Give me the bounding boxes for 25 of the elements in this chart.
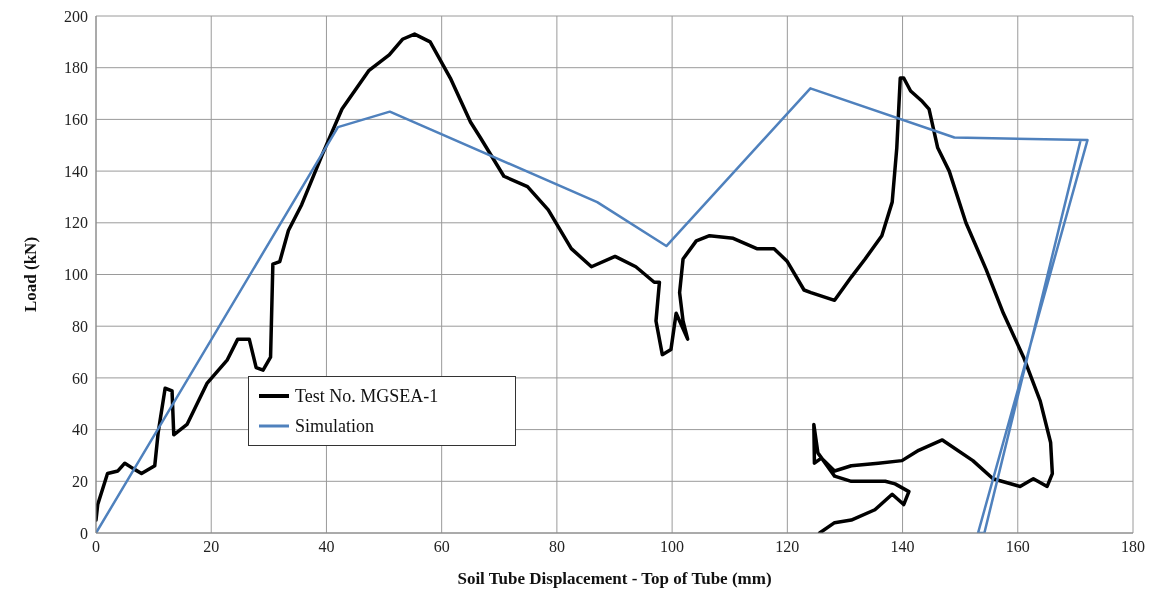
y-tick-label: 100 bbox=[64, 266, 88, 284]
y-tick-label: 200 bbox=[64, 7, 88, 25]
x-tick-label: 20 bbox=[203, 538, 220, 556]
x-tick-label: 100 bbox=[660, 538, 685, 556]
x-tick-label: 60 bbox=[433, 538, 450, 556]
y-axis-title: Load (kN) bbox=[21, 236, 41, 313]
x-axis-title: Soil Tube Displacement - Top of Tube (mm) bbox=[457, 569, 772, 588]
x-tick-label: 120 bbox=[775, 538, 800, 556]
x-tick-label: 80 bbox=[548, 538, 565, 556]
legend-label: Test No. MGSEA-1 bbox=[295, 385, 439, 408]
y-tick-label: 0 bbox=[80, 524, 88, 542]
x-tick-label: 0 bbox=[92, 538, 100, 556]
y-tick-label: 40 bbox=[72, 421, 88, 439]
y-tick-label: 180 bbox=[64, 59, 88, 77]
y-tick-label: 160 bbox=[64, 111, 88, 129]
x-tick-label: 40 bbox=[318, 538, 335, 556]
y-tick-label: 60 bbox=[72, 369, 88, 387]
x-tick-label: 160 bbox=[1005, 538, 1030, 556]
y-tick-label: 80 bbox=[72, 317, 88, 335]
x-tick-label: 140 bbox=[890, 538, 915, 556]
y-tick-label: 120 bbox=[64, 214, 88, 232]
y-tick-label: 20 bbox=[72, 472, 88, 490]
x-tick-label: 180 bbox=[1121, 538, 1145, 556]
legend-label: Simulation bbox=[295, 415, 375, 438]
y-tick-label: 140 bbox=[64, 162, 88, 180]
